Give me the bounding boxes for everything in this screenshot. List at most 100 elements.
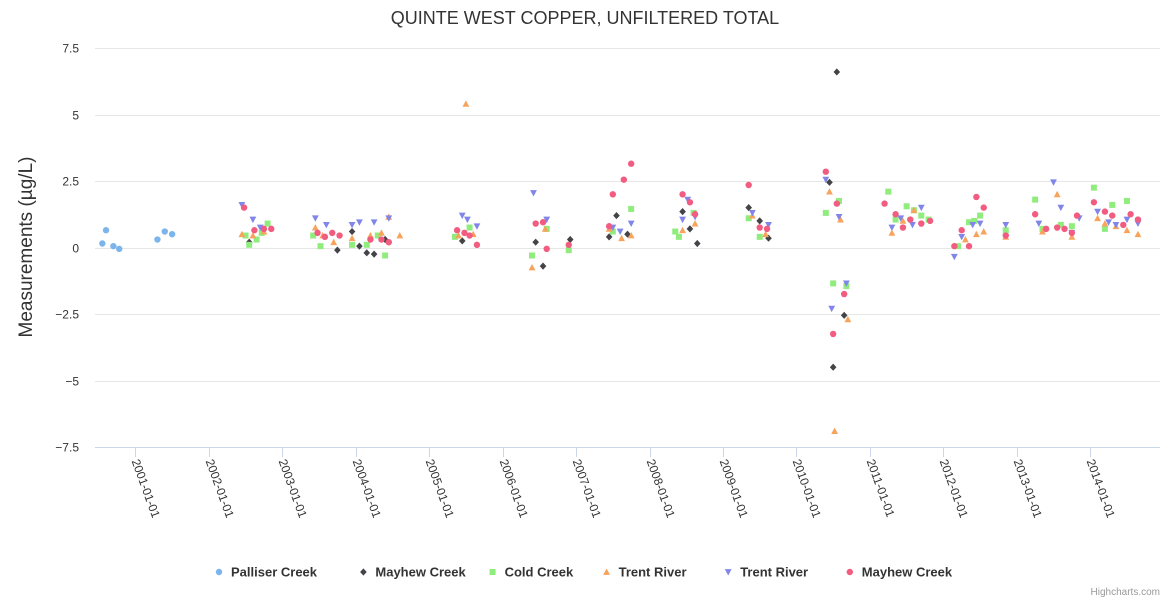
data-point[interactable]: [910, 206, 918, 214]
data-point[interactable]: [840, 311, 848, 319]
data-point[interactable]: [693, 239, 701, 248]
data-point[interactable]: [842, 280, 850, 287]
data-point[interactable]: [349, 241, 356, 248]
data-point[interactable]: [311, 224, 319, 231]
data-point[interactable]: [881, 200, 888, 207]
data-point[interactable]: [378, 236, 385, 243]
data-point[interactable]: [888, 224, 896, 232]
data-point[interactable]: [310, 232, 317, 239]
data-point[interactable]: [976, 220, 984, 228]
data-point[interactable]: [543, 216, 551, 224]
data-point[interactable]: [264, 220, 271, 227]
data-point[interactable]: [950, 253, 958, 261]
data-point[interactable]: [1002, 227, 1009, 234]
data-point[interactable]: [1053, 224, 1061, 231]
data-point[interactable]: [618, 234, 626, 242]
data-point[interactable]: [897, 215, 905, 222]
data-point[interactable]: [530, 190, 537, 197]
data-point[interactable]: [334, 246, 341, 254]
data-point[interactable]: [917, 204, 925, 212]
data-point[interactable]: [899, 224, 907, 231]
legend-item[interactable]: Cold Creek: [489, 565, 574, 580]
data-point[interactable]: [473, 241, 481, 249]
data-point[interactable]: [627, 232, 635, 239]
data-point[interactable]: [356, 219, 363, 226]
data-point[interactable]: [256, 224, 264, 232]
data-point[interactable]: [627, 220, 635, 228]
legend-symbol[interactable]: [215, 568, 223, 576]
data-point[interactable]: [242, 232, 249, 239]
data-point[interactable]: [980, 204, 987, 211]
data-point[interactable]: [370, 219, 378, 226]
data-point[interactable]: [679, 191, 686, 198]
data-point[interactable]: [765, 221, 772, 229]
data-point[interactable]: [830, 280, 837, 287]
data-point[interactable]: [356, 242, 363, 250]
data-point[interactable]: [609, 191, 617, 198]
data-point[interactable]: [826, 188, 833, 195]
data-point[interactable]: [455, 232, 462, 239]
data-point[interactable]: [888, 229, 896, 236]
data-point[interactable]: [329, 229, 336, 237]
data-point[interactable]: [620, 176, 628, 183]
data-point[interactable]: [966, 219, 973, 226]
data-point[interactable]: [466, 224, 473, 231]
data-point[interactable]: [311, 215, 319, 222]
data-point[interactable]: [1101, 208, 1109, 215]
data-point[interactable]: [1123, 197, 1130, 204]
data-point[interactable]: [473, 223, 481, 230]
data-point[interactable]: [1061, 225, 1068, 233]
data-point[interactable]: [260, 225, 268, 233]
data-point[interactable]: [462, 100, 470, 107]
data-point[interactable]: [745, 204, 752, 212]
data-point[interactable]: [903, 203, 910, 210]
data-point[interactable]: [348, 221, 356, 229]
legend-symbol[interactable]: [489, 569, 496, 575]
data-point[interactable]: [463, 216, 471, 224]
data-point[interactable]: [1120, 221, 1127, 229]
data-point[interactable]: [1090, 199, 1098, 206]
data-point[interactable]: [1109, 201, 1116, 208]
data-point[interactable]: [363, 249, 371, 257]
data-point[interactable]: [1134, 230, 1142, 238]
data-point[interactable]: [268, 225, 275, 233]
data-point[interactable]: [961, 236, 969, 243]
data-point[interactable]: [675, 233, 682, 240]
data-point[interactable]: [1134, 216, 1142, 223]
data-point[interactable]: [833, 200, 841, 207]
data-point[interactable]: [822, 168, 830, 175]
data-point[interactable]: [926, 217, 934, 225]
data-point[interactable]: [249, 232, 257, 239]
data-point[interactable]: [1094, 208, 1101, 216]
data-point[interactable]: [1101, 220, 1109, 227]
data-point[interactable]: [528, 263, 536, 271]
data-point[interactable]: [1068, 223, 1075, 230]
data-point[interactable]: [686, 199, 694, 206]
data-point[interactable]: [541, 225, 549, 232]
data-point[interactable]: [367, 236, 374, 243]
data-point[interactable]: [892, 216, 899, 223]
data-point[interactable]: [1109, 212, 1116, 219]
data-point[interactable]: [918, 220, 925, 227]
data-point[interactable]: [686, 225, 694, 233]
data-point[interactable]: [466, 232, 473, 239]
data-point[interactable]: [613, 211, 620, 220]
data-point[interactable]: [110, 242, 117, 250]
data-point[interactable]: [1032, 196, 1039, 203]
legend-item[interactable]: Trent River: [603, 565, 687, 580]
data-point[interactable]: [1053, 190, 1061, 198]
data-point[interactable]: [543, 245, 550, 253]
data-point[interactable]: [756, 217, 764, 225]
data-point[interactable]: [627, 160, 635, 167]
data-point[interactable]: [829, 330, 837, 338]
data-point[interactable]: [1090, 184, 1097, 191]
legend-symbol[interactable]: [724, 569, 732, 576]
data-point[interactable]: [624, 230, 631, 238]
data-point[interactable]: [1042, 225, 1050, 233]
data-point[interactable]: [972, 230, 980, 238]
data-point[interactable]: [909, 221, 916, 229]
data-point[interactable]: [691, 211, 699, 218]
data-point[interactable]: [899, 217, 907, 224]
data-point[interactable]: [458, 212, 466, 220]
data-point[interactable]: [539, 219, 547, 226]
